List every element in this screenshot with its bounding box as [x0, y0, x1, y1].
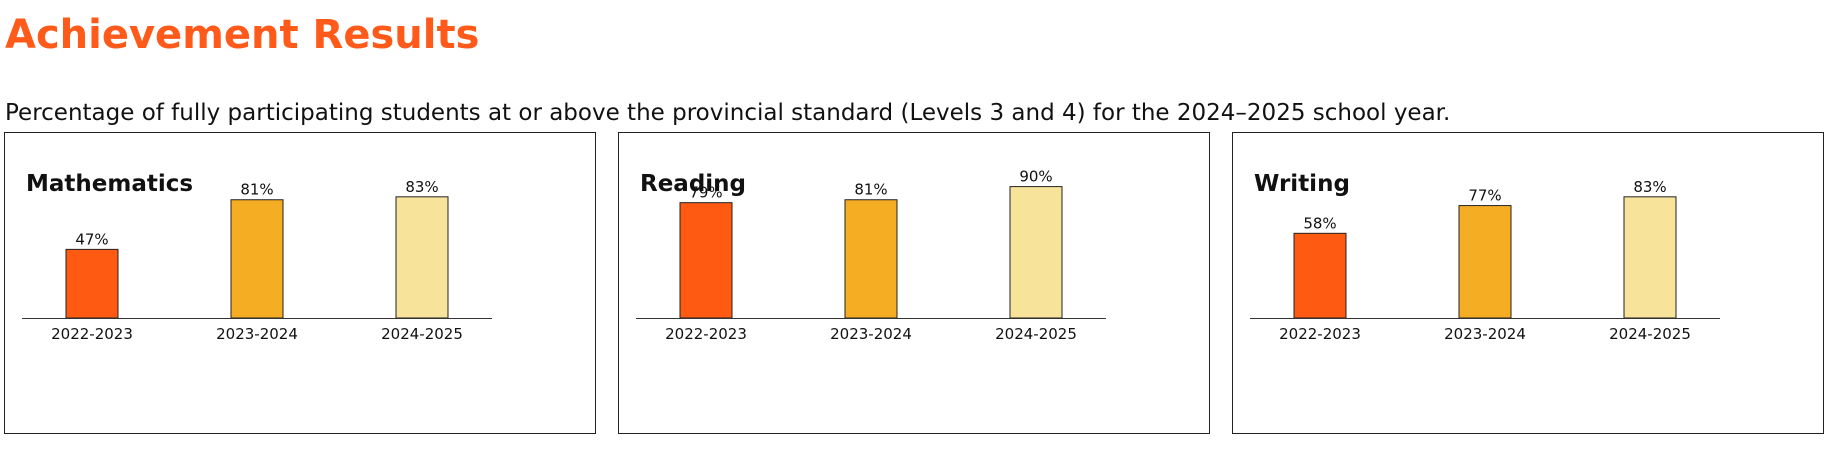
reading-chart-title: Reading — [640, 171, 747, 197]
mathematics-bar-chart: 47% 2022-2023 81% 2023-2024 83% 2024-2025 — [22, 178, 492, 343]
mathematics-chart-title: Mathematics — [26, 171, 194, 197]
reading-value-label-2022-2023: 79% — [689, 184, 722, 202]
mathematics-value-label-2023-2024: 81% — [240, 181, 273, 199]
writing-x-tick-label: 2023-2024 — [1444, 325, 1526, 343]
writing-value-label-2024-2025: 83% — [1633, 178, 1666, 196]
reading-bar-chart: 79% 2022-2023 81% 2023-2024 90% 2024-2025 — [636, 168, 1106, 343]
mathematics-x-tick-label: 2022-2023 — [51, 325, 133, 343]
mathematics-bar-2023-2024 — [230, 199, 284, 319]
mathematics-chart-panel: Mathematics 47% 2022-2023 81% 2023-2024 83% 2… — [4, 132, 596, 434]
mathematics-bar-2024-2025 — [395, 196, 449, 319]
writing-x-tick-label: 2022-2023 — [1279, 325, 1361, 343]
mathematics-x-tick-label: 2023-2024 — [216, 325, 298, 343]
writing-bar-2024-2025 — [1623, 196, 1677, 319]
writing-chart-panel: Writing 58% 2022-2023 77% 2023-2024 83% 2024-… — [1232, 132, 1824, 434]
charts-row: Mathematics 47% 2022-2023 81% 2023-2024 83% 2… — [4, 132, 1824, 437]
mathematics-x-tick-label: 2024-2025 — [381, 325, 463, 343]
writing-chart-title: Writing — [1254, 171, 1350, 197]
reading-value-label-2023-2024: 81% — [854, 181, 887, 199]
reading-value-label-2024-2025: 90% — [1019, 168, 1052, 186]
mathematics-value-label-2022-2023: 47% — [75, 230, 108, 248]
mathematics-value-label-2024-2025: 83% — [405, 178, 438, 196]
page-subtitle: Percentage of fully participating studen… — [5, 100, 1451, 126]
writing-x-tick-label: 2024-2025 — [1609, 325, 1691, 343]
reading-bar-2022-2023 — [679, 202, 733, 319]
mathematics-bar-2022-2023 — [65, 248, 119, 319]
writing-value-label-2022-2023: 58% — [1303, 214, 1336, 232]
writing-bar-2022-2023 — [1293, 232, 1347, 319]
reading-chart-panel: Reading 79% 2022-2023 81% 2023-2024 90% 2024-… — [618, 132, 1210, 434]
reading-bar-2023-2024 — [844, 199, 898, 319]
reading-x-tick-label: 2023-2024 — [830, 325, 912, 343]
writing-bar-chart: 58% 2022-2023 77% 2023-2024 83% 2024-2025 — [1250, 178, 1720, 343]
writing-value-label-2023-2024: 77% — [1468, 187, 1501, 205]
page-title: Achievement Results — [5, 12, 480, 58]
reading-x-tick-label: 2024-2025 — [995, 325, 1077, 343]
reading-bar-2024-2025 — [1009, 186, 1063, 319]
reading-x-tick-label: 2022-2023 — [665, 325, 747, 343]
writing-bar-2023-2024 — [1458, 205, 1512, 319]
